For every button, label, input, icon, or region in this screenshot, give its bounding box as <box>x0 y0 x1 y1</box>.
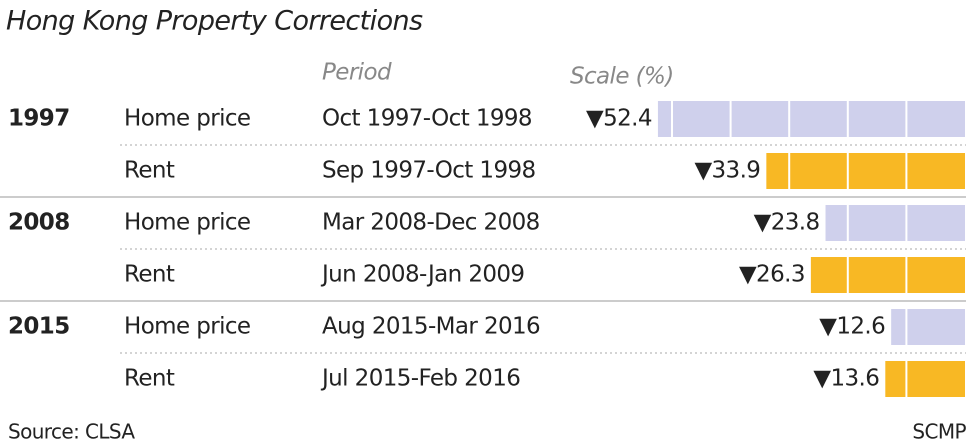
period: Sep 1997-Oct 1998 <box>322 158 536 184</box>
row-label: Home price <box>124 210 250 236</box>
chart-title: Hong Kong Property Corrections <box>6 6 423 37</box>
row-label: Rent <box>124 366 175 392</box>
period: Aug 2015-Mar 2016 <box>322 314 540 340</box>
bar <box>891 309 965 345</box>
row-label: Home price <box>124 106 250 132</box>
scale-header: Scale (%) <box>570 64 674 90</box>
bar <box>810 257 965 293</box>
period: Oct 1997-Oct 1998 <box>322 106 532 132</box>
value-label: ▼12.6 <box>819 314 885 340</box>
year-label: 2008 <box>8 210 70 236</box>
bar <box>766 153 965 189</box>
value-label: ▼33.9 <box>694 158 760 184</box>
period-header: Period <box>322 60 392 86</box>
period: Mar 2008-Dec 2008 <box>322 210 540 236</box>
source: Source: CLSA <box>8 420 135 444</box>
value-label: ▼52.4 <box>586 106 652 132</box>
row-label: Rent <box>124 262 175 288</box>
year-label: 1997 <box>8 106 70 132</box>
credit: SCMP <box>912 420 966 444</box>
bar <box>885 361 965 397</box>
value-label: ▼23.8 <box>754 210 820 236</box>
bar <box>657 101 965 137</box>
row-label: Rent <box>124 158 175 184</box>
value-label: ▼13.6 <box>813 366 879 392</box>
period: Jun 2008-Jan 2009 <box>320 262 524 288</box>
year-label: 2015 <box>8 314 70 340</box>
value-label: ▼26.3 <box>739 262 805 288</box>
period: Jul 2015-Feb 2016 <box>320 366 520 392</box>
row-label: Home price <box>124 314 250 340</box>
bar <box>825 205 965 241</box>
